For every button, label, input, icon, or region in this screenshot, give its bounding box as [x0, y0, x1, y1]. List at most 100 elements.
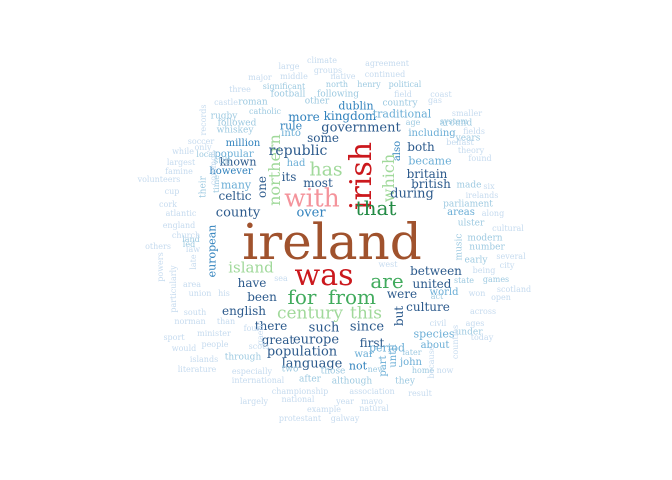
word-has: has: [309, 158, 343, 181]
word-language: language: [281, 356, 343, 372]
word-national: national: [281, 395, 315, 404]
word-because: because: [427, 345, 436, 379]
word-church: church: [171, 231, 201, 240]
word-with: with: [284, 183, 340, 213]
word-century: century: [276, 303, 344, 324]
word-natural: natural: [359, 404, 389, 413]
word-new: new: [367, 365, 385, 374]
word-open: open: [491, 293, 511, 302]
word-minister: minister: [197, 329, 231, 338]
word-after: after: [299, 374, 321, 385]
word-city: city: [499, 261, 515, 270]
word-were: were: [386, 287, 418, 301]
word-had: had: [286, 158, 306, 169]
word-largest: largest: [166, 158, 196, 167]
word-three: three: [229, 85, 251, 94]
word-species: species: [413, 327, 455, 341]
word-also: also: [392, 140, 403, 162]
word-cup: cup: [164, 187, 180, 196]
word-popular: popular: [214, 149, 254, 160]
word-counties: counties: [451, 324, 460, 360]
word-british: british: [411, 177, 451, 191]
word-following: following: [316, 89, 360, 100]
word-games: games: [482, 275, 510, 284]
word-largely: largely: [239, 397, 269, 406]
word-championship: championship: [271, 387, 329, 396]
word-been: been: [247, 290, 277, 304]
word-agreement: agreement: [365, 59, 409, 68]
word-football: football: [270, 89, 306, 100]
word-known: known: [219, 155, 257, 169]
word-from: from: [328, 285, 376, 309]
word-particularly: particularly: [169, 265, 178, 313]
word-music: music: [454, 233, 465, 261]
word-literature: literature: [177, 365, 217, 374]
word-made: made: [456, 180, 482, 191]
word-while: while: [172, 147, 194, 156]
word-european: european: [205, 224, 219, 278]
word-mayo: mayo: [361, 397, 383, 406]
word-not: not: [348, 359, 368, 373]
word-still: still: [213, 156, 231, 167]
word-catholic: catholic: [248, 107, 282, 116]
word-than: than: [216, 317, 236, 326]
word-are: are: [370, 269, 404, 293]
word-belfast: belfast: [446, 138, 474, 147]
word-one: one: [255, 175, 269, 199]
word-local: local: [196, 150, 216, 159]
word-ages: ages: [465, 319, 485, 328]
word-act: act: [430, 292, 444, 301]
word-parliament: parliament: [443, 199, 493, 210]
word-there: there: [254, 319, 288, 333]
word-for: for: [287, 285, 317, 309]
word-followed: followed: [217, 118, 257, 129]
word-united: united: [412, 277, 452, 291]
word-irelands: irelands: [465, 191, 499, 200]
word-although: although: [331, 376, 373, 387]
word-climate: climate: [307, 56, 337, 65]
word-records: records: [199, 104, 208, 136]
word-six: six: [483, 182, 495, 191]
word-rugby: rugby: [210, 111, 238, 122]
word-scotland: scotland: [496, 285, 532, 294]
word-won: won: [468, 289, 486, 298]
word-they: they: [395, 376, 415, 387]
word-significant: significant: [262, 82, 306, 91]
word-several: several: [496, 252, 526, 261]
word-ireland: ireland: [242, 213, 422, 271]
word-atlantic: atlantic: [165, 209, 197, 218]
word-galway: galway: [330, 414, 360, 423]
word-system: system: [439, 117, 469, 126]
word-norman: norman: [174, 317, 206, 326]
word-areas: areas: [447, 207, 475, 218]
word-ulster: ulster: [457, 218, 485, 229]
word-years: years: [455, 133, 481, 144]
word-celtic: celtic: [218, 189, 252, 203]
word-their: their: [198, 176, 209, 198]
word-middle: middle: [280, 72, 308, 81]
word-others: others: [145, 242, 171, 251]
word-gas: gas: [428, 96, 442, 105]
word-into: into: [281, 128, 301, 139]
word-north: north: [325, 80, 349, 89]
word-those: those: [320, 366, 346, 377]
word-today: today: [470, 333, 494, 342]
word-including: including: [408, 128, 456, 139]
word-union: union: [188, 289, 212, 298]
word-some: some: [307, 131, 339, 145]
word-his: his: [218, 289, 230, 298]
word-over: over: [296, 205, 326, 221]
word-have: have: [237, 276, 267, 290]
word-whiskey: whiskey: [216, 125, 254, 136]
word-john: john: [399, 357, 423, 368]
word-castle: castle: [214, 98, 238, 107]
word-modern: modern: [467, 233, 503, 244]
word-many: many: [220, 178, 252, 192]
word-area: area: [182, 280, 202, 289]
word-million: million: [225, 138, 261, 149]
word-however: however: [209, 166, 253, 177]
word-later: later: [402, 348, 422, 357]
word-sea: sea: [274, 274, 288, 283]
word-fields: fields: [463, 127, 485, 136]
word-led: led: [182, 240, 196, 249]
